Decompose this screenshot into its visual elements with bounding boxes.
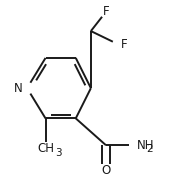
Text: NH: NH <box>137 139 155 152</box>
Text: F: F <box>103 5 109 18</box>
Text: F: F <box>121 38 127 51</box>
Text: CH: CH <box>37 142 54 155</box>
Text: N: N <box>14 82 23 95</box>
Text: O: O <box>101 164 111 177</box>
Text: 2: 2 <box>147 145 153 155</box>
Text: 3: 3 <box>55 148 62 158</box>
